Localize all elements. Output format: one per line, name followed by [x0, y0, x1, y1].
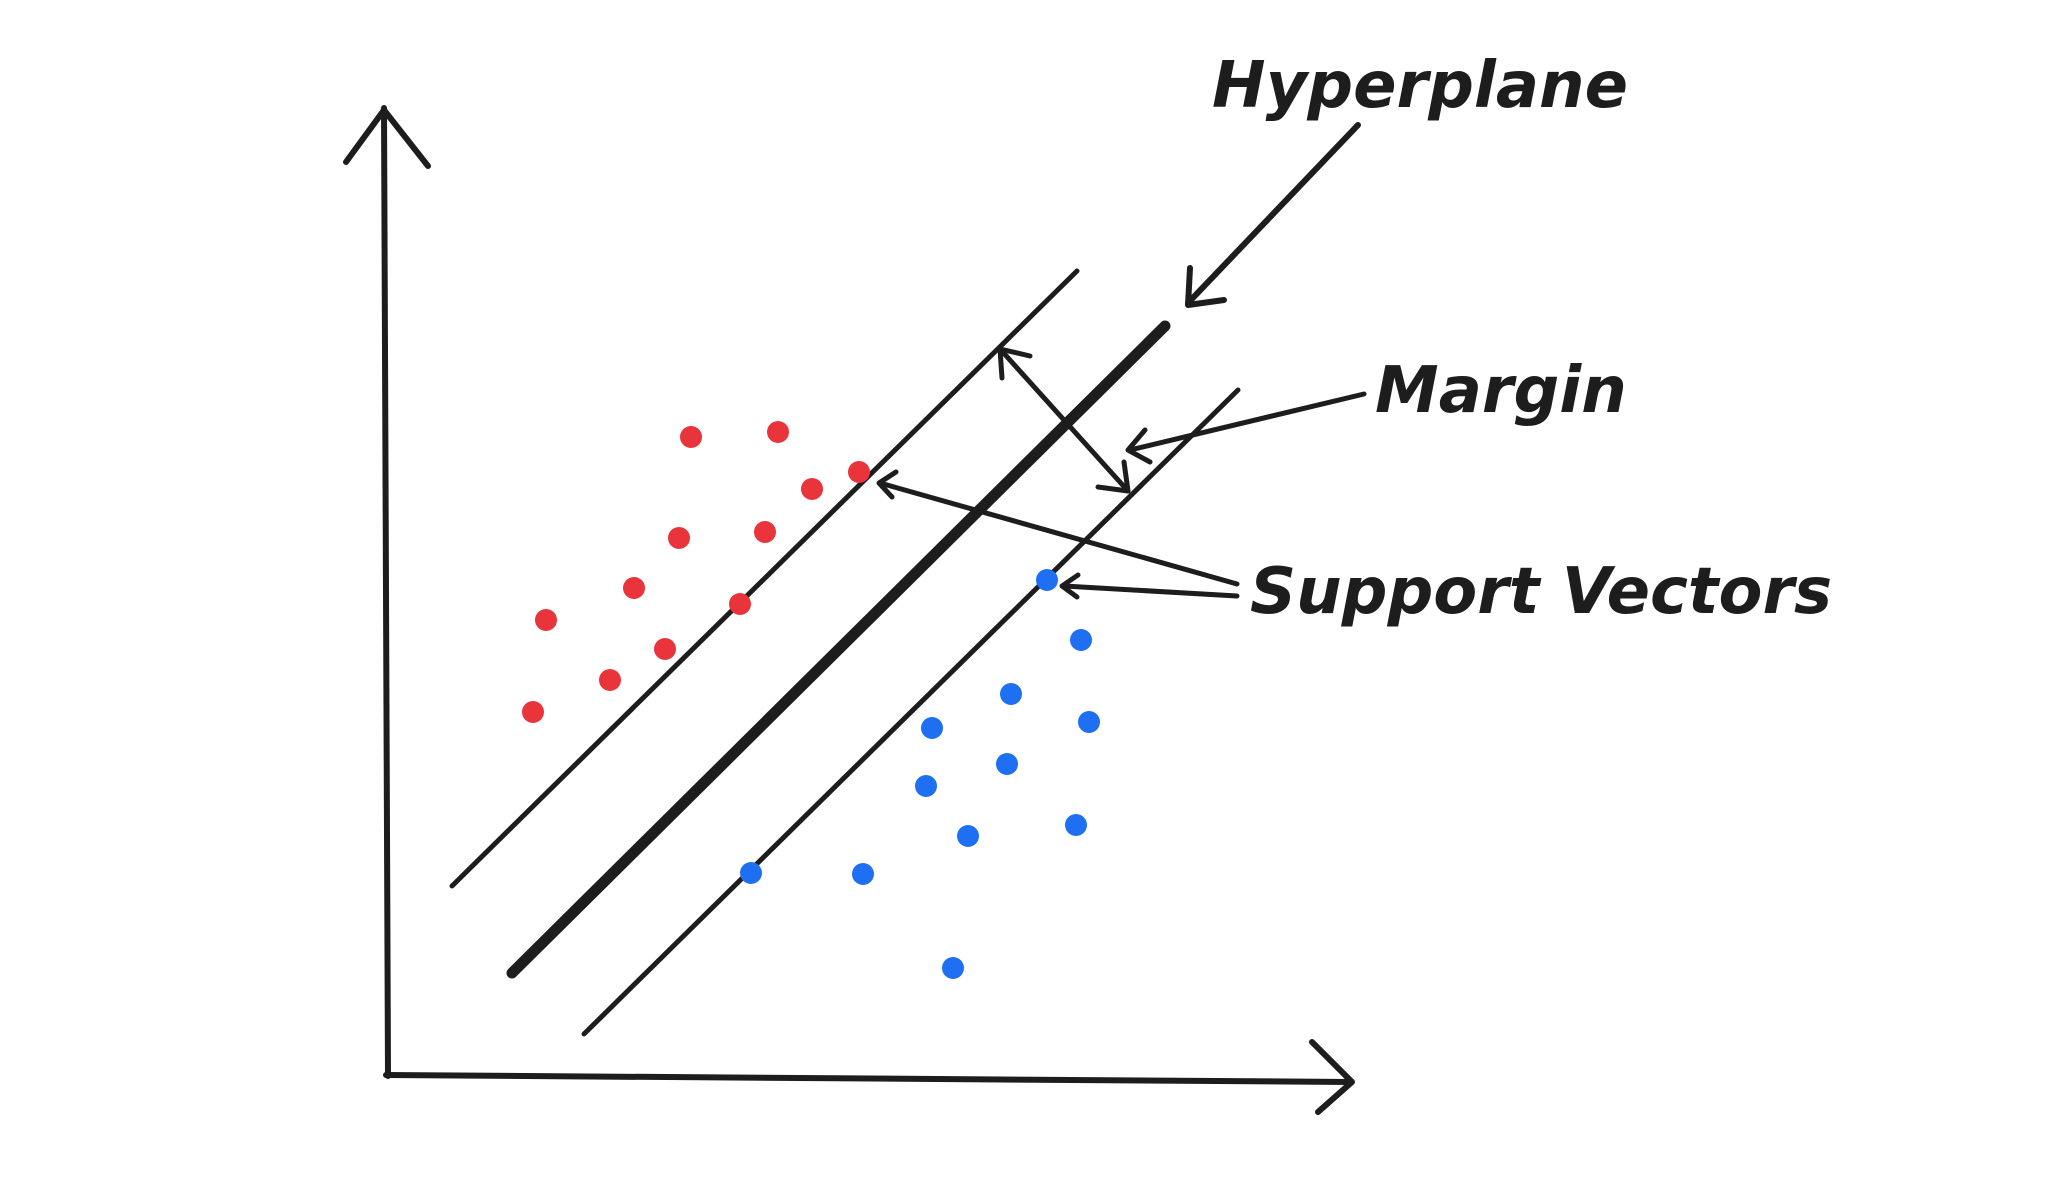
margin-width-line [997, 346, 1131, 494]
red-point [599, 669, 621, 691]
blue-point [942, 957, 964, 979]
red-point [767, 421, 789, 443]
x-axis [383, 1072, 1353, 1085]
red-point [754, 521, 776, 543]
red-point [654, 638, 676, 660]
red-point [522, 701, 544, 723]
red-point-support-vector [848, 461, 870, 483]
margin-width-arrowhead-bottom-icon [1095, 459, 1131, 494]
margin-pointer-arrow-icon [1125, 427, 1153, 465]
separator-lines [449, 268, 1241, 1037]
hyperplane-pointer-arrow-icon [1185, 265, 1227, 308]
upper-margin-line [449, 268, 1080, 889]
margin-width-arrow [997, 346, 1131, 494]
red-point [680, 426, 702, 448]
blue-point [915, 775, 937, 797]
blue-point [996, 753, 1018, 775]
blue-point-support-vector [1036, 569, 1058, 591]
hyperplane-line [506, 320, 1171, 979]
red-point [801, 478, 823, 500]
margin-annotation: Margin [1125, 354, 1627, 465]
hyperplane-label: Hyperplane [1212, 49, 1628, 123]
support-vectors-label: Support Vectors [1250, 555, 1832, 629]
blue-point [921, 717, 943, 739]
hyperplane-annotation: Hyperplane [1185, 49, 1628, 308]
red-point [535, 609, 557, 631]
y-axis-arrow-icon [343, 107, 431, 169]
blue-point [852, 863, 874, 885]
support-vector-pointer-upper-arrow-icon [876, 469, 899, 500]
blue-point [1065, 814, 1087, 836]
hyperplane-pointer-line [1185, 122, 1361, 306]
x-axis-arrow-icon [1309, 1039, 1355, 1115]
blue-point [957, 825, 979, 847]
class-b-points [740, 569, 1100, 979]
support-vectors-annotation: Support Vectors [876, 469, 1832, 629]
red-point-support-vector [729, 593, 751, 615]
margin-width-arrowhead-top-icon [997, 346, 1033, 381]
red-point [623, 577, 645, 599]
support-vector-pointer-lower-line [1061, 583, 1240, 599]
blue-point [1070, 629, 1092, 651]
support-vector-pointer-upper-line [877, 480, 1240, 587]
red-point [668, 527, 690, 549]
margin-pointer-line [1127, 391, 1367, 453]
axes [343, 105, 1355, 1115]
blue-point-support-vector [740, 862, 762, 884]
lower-margin-line [581, 387, 1241, 1037]
support-vector-pointer-lower-arrow-icon [1059, 572, 1081, 600]
blue-point [1000, 683, 1022, 705]
y-axis [381, 105, 391, 1079]
class-a-points [522, 421, 870, 723]
margin-label: Margin [1375, 354, 1627, 428]
blue-point [1078, 711, 1100, 733]
